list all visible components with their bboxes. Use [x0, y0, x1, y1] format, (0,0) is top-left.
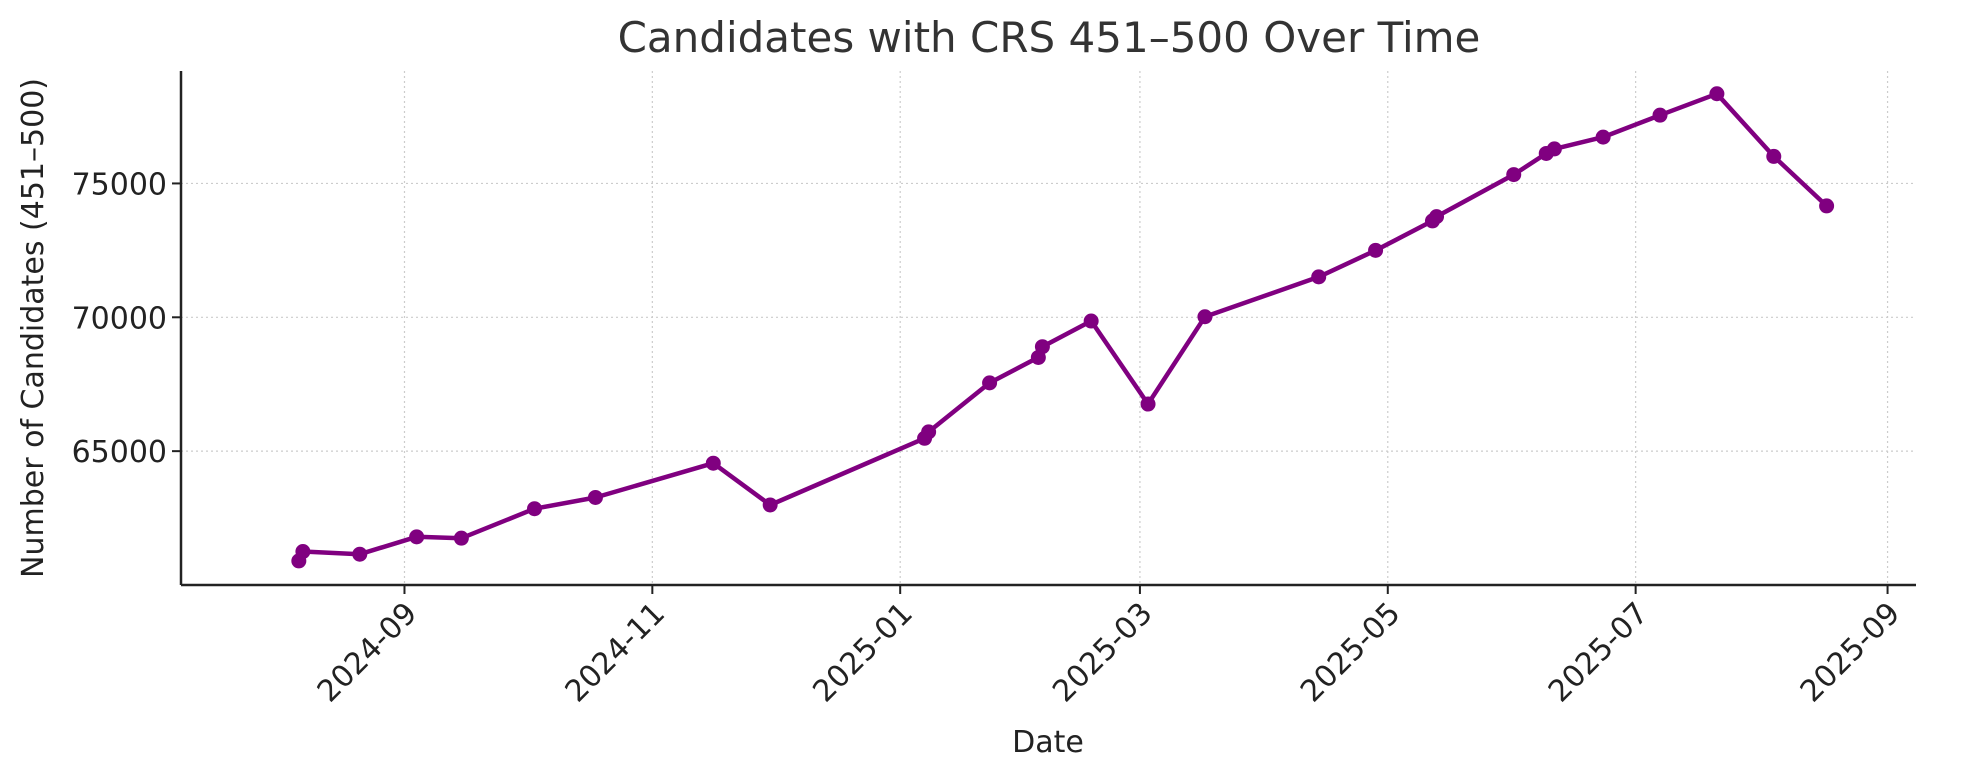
x-ticks: 2024-09 2024-11 2025-01 2025-03 2025-05 2025-… [311, 585, 1907, 709]
y-axis-label: Number of Candidates (451–500) [16, 78, 51, 578]
data-point [1766, 148, 1782, 164]
data-point [352, 546, 368, 562]
x-tick-label: 2024-11 [559, 596, 672, 709]
x-tick-label: 2025-05 [1294, 596, 1407, 709]
data-point [1595, 129, 1611, 145]
data-point [1311, 269, 1327, 285]
x-tick-label: 2025-09 [1794, 596, 1907, 709]
axes [179, 71, 1916, 587]
data-point [982, 375, 998, 391]
data-point [527, 501, 543, 517]
data-point [453, 530, 469, 546]
y-ticks: 65000 70000 75000 [72, 167, 181, 470]
y-tick-label: 70000 [72, 301, 167, 336]
data-point [1197, 309, 1213, 325]
x-tick-label: 2024-09 [311, 596, 424, 709]
data-point [921, 424, 937, 440]
data-point [762, 497, 778, 513]
data-point [409, 529, 425, 545]
data-point [295, 544, 311, 560]
data-point [1083, 313, 1099, 329]
data-point [1709, 86, 1725, 102]
y-tick-label: 75000 [72, 167, 167, 202]
data-point [1368, 242, 1384, 258]
data-point [1652, 107, 1668, 123]
x-tick-label: 2025-01 [806, 596, 919, 709]
chart-title: Candidates with CRS 451–500 Over Time [618, 13, 1481, 62]
data-point [705, 455, 721, 471]
x-axis-label: Date [1012, 725, 1084, 760]
data-point [587, 489, 603, 505]
data-point [1034, 339, 1050, 355]
series [291, 86, 1835, 569]
x-tick-label: 2025-07 [1542, 596, 1655, 709]
data-point [1506, 167, 1522, 183]
data-point [1546, 141, 1562, 157]
series-line [296, 91, 1829, 562]
data-point [1429, 209, 1445, 225]
grid [181, 71, 1916, 585]
y-tick-label: 65000 [72, 435, 167, 470]
x-tick-label: 2025-03 [1046, 596, 1159, 709]
data-point [1819, 198, 1835, 214]
data-point [1140, 396, 1156, 412]
